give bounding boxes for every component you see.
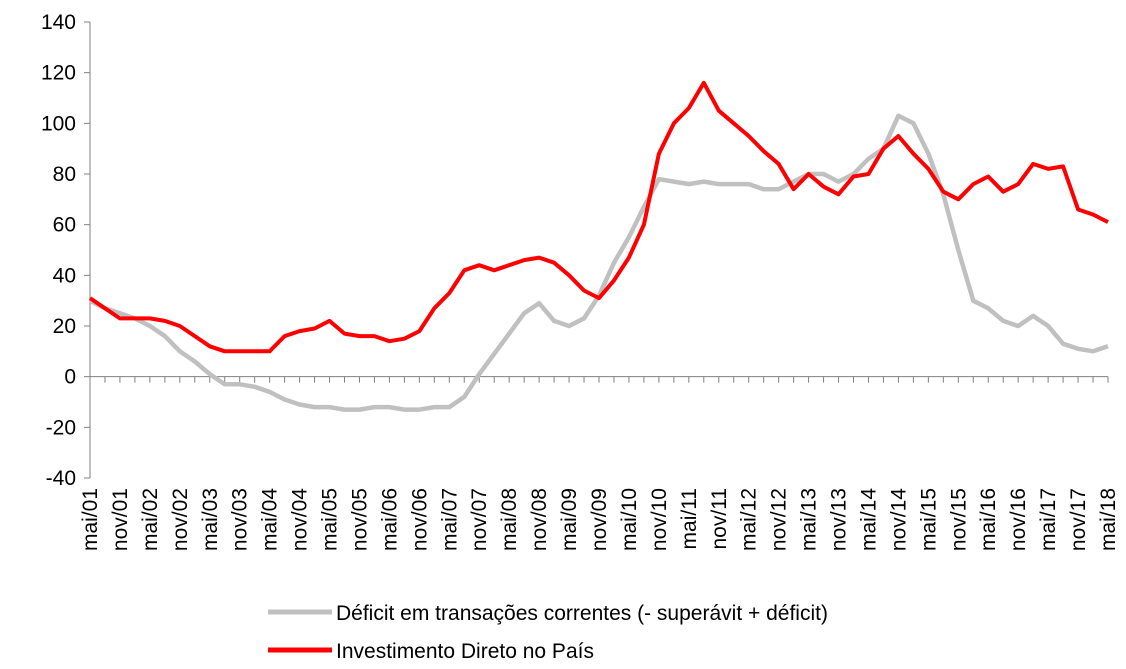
x-tick-label: nov/05	[348, 488, 371, 551]
x-tick-label: nov/12	[768, 488, 791, 551]
x-tick-label: nov/07	[468, 488, 491, 551]
x-tick-label: nov/11	[708, 488, 731, 550]
x-tick-label: nov/06	[408, 488, 431, 551]
x-tick-label: nov/14	[887, 488, 910, 551]
x-tick-label: nov/01	[109, 488, 132, 551]
x-tick-label: nov/15	[947, 488, 970, 551]
x-tick-label: nov/08	[528, 488, 551, 551]
x-tick-label: mai/05	[319, 488, 342, 551]
x-tick-label: nov/09	[588, 488, 611, 551]
x-tick-label: nov/17	[1067, 488, 1090, 551]
y-tick-label: 80	[53, 163, 76, 186]
x-tick-label: mai/02	[139, 488, 162, 551]
x-tick-label: mai/06	[378, 488, 401, 551]
x-tick-label: mai/13	[798, 488, 821, 551]
y-tick-label: 20	[53, 315, 76, 338]
y-tick-label: 40	[53, 264, 76, 287]
legend-label: Déficit em transações correntes (- super…	[336, 602, 828, 625]
x-tick-label: nov/13	[828, 488, 851, 551]
x-tick-label: nov/04	[289, 488, 312, 551]
x-tick-label: mai/08	[498, 488, 521, 551]
x-tick-label: nov/02	[169, 488, 192, 551]
y-tick-label: 60	[53, 214, 76, 237]
x-tick-label: nov/16	[1007, 488, 1030, 551]
x-tick-label: mai/10	[618, 488, 641, 551]
x-tick-label: mai/16	[977, 488, 1000, 551]
y-tick-label: -20	[46, 416, 76, 439]
x-tick-label: mai/11	[678, 488, 701, 549]
x-tick-label: mai/04	[259, 488, 282, 551]
x-tick-label: mai/17	[1037, 488, 1060, 551]
x-tick-label: mai/15	[917, 488, 940, 551]
x-tick-label: mai/14	[857, 488, 880, 551]
x-tick-label: mai/03	[199, 488, 222, 551]
x-tick-label: mai/12	[738, 488, 761, 551]
x-tick-label: nov/03	[229, 488, 252, 551]
y-tick-label: -40	[46, 467, 76, 490]
series-line	[88, 80, 1109, 354]
x-tick-label: nov/10	[648, 488, 671, 551]
x-tick-label: mai/18	[1097, 488, 1120, 551]
series-line	[88, 113, 1109, 412]
y-tick-label: 100	[41, 112, 76, 135]
x-tick-label: mai/07	[438, 488, 461, 551]
legend-label: Investimento Direto no País	[336, 640, 594, 663]
x-tick-label: mai/01	[79, 488, 102, 551]
y-tick-label: 140	[41, 11, 76, 34]
y-tick-label: 120	[41, 62, 76, 85]
x-tick-label: mai/09	[558, 488, 581, 551]
y-tick-label: 0	[64, 366, 76, 389]
